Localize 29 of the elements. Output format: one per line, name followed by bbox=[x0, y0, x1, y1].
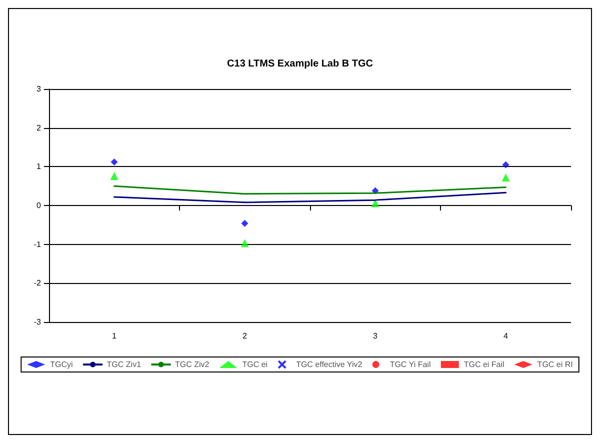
point bbox=[372, 187, 379, 194]
point bbox=[371, 199, 380, 208]
line-series bbox=[114, 185, 506, 195]
y-tick-label: 3 bbox=[36, 84, 42, 94]
y-tick-label: -2 bbox=[34, 278, 42, 288]
legend-label: TGC ei Fail bbox=[464, 360, 505, 369]
legend-label: TGC Ziv2 bbox=[175, 360, 210, 369]
x-tick-label: 3 bbox=[373, 332, 378, 340]
x-tick-label: 4 bbox=[504, 332, 509, 340]
x-tick-label: 1 bbox=[112, 332, 118, 340]
y-tick-label: 0 bbox=[36, 201, 42, 210]
y-tick-label: 1 bbox=[36, 162, 42, 172]
point bbox=[240, 239, 249, 248]
legend-label: TGC ei bbox=[242, 360, 268, 369]
x-tick-label: 2 bbox=[242, 332, 248, 340]
point bbox=[241, 220, 248, 227]
y-tick-label: -3 bbox=[34, 318, 42, 326]
legend-label: TGC effective Yiv2 bbox=[296, 360, 363, 369]
chart-title: C13 LTMS Example Lab B TGC bbox=[227, 58, 373, 70]
y-tick-label: 2 bbox=[36, 123, 42, 132]
point bbox=[502, 174, 510, 182]
point bbox=[110, 172, 118, 180]
point bbox=[502, 161, 510, 168]
point bbox=[110, 158, 118, 166]
legend-label: TGCyi bbox=[50, 360, 74, 369]
legend-label: TGC Ziv1 bbox=[106, 360, 142, 369]
legend-label: TGC ei RI bbox=[537, 360, 573, 369]
legend-label: TGC Yi Fail bbox=[390, 360, 431, 369]
y-tick-label: -1 bbox=[34, 240, 42, 249]
